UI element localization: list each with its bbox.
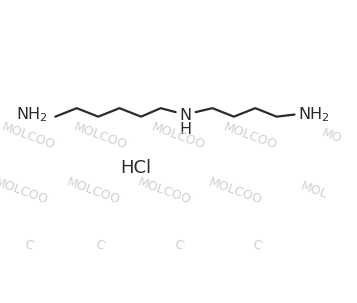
Text: MOLCOO: MOLCOO [64, 175, 121, 207]
Text: H: H [180, 122, 192, 137]
Text: C: C [94, 238, 106, 253]
Text: MOL: MOL [299, 180, 330, 202]
Text: NH$_2$: NH$_2$ [16, 105, 47, 124]
Text: MO: MO [320, 127, 344, 146]
Text: C: C [22, 238, 35, 253]
Text: C: C [172, 238, 185, 253]
Text: MOLCOO: MOLCOO [71, 121, 129, 152]
Text: MOLCOO: MOLCOO [207, 175, 264, 207]
Text: MOLCOO: MOLCOO [150, 121, 207, 152]
Text: MOLCOO: MOLCOO [0, 175, 50, 207]
Text: MOLCOO: MOLCOO [136, 175, 193, 207]
Text: MOLCOO: MOLCOO [221, 121, 278, 152]
Text: N: N [180, 108, 192, 123]
Text: C: C [251, 238, 263, 253]
Text: MOLCOO: MOLCOO [0, 121, 57, 152]
Text: NH$_2$: NH$_2$ [298, 105, 330, 124]
Text: HCl: HCl [120, 159, 151, 177]
